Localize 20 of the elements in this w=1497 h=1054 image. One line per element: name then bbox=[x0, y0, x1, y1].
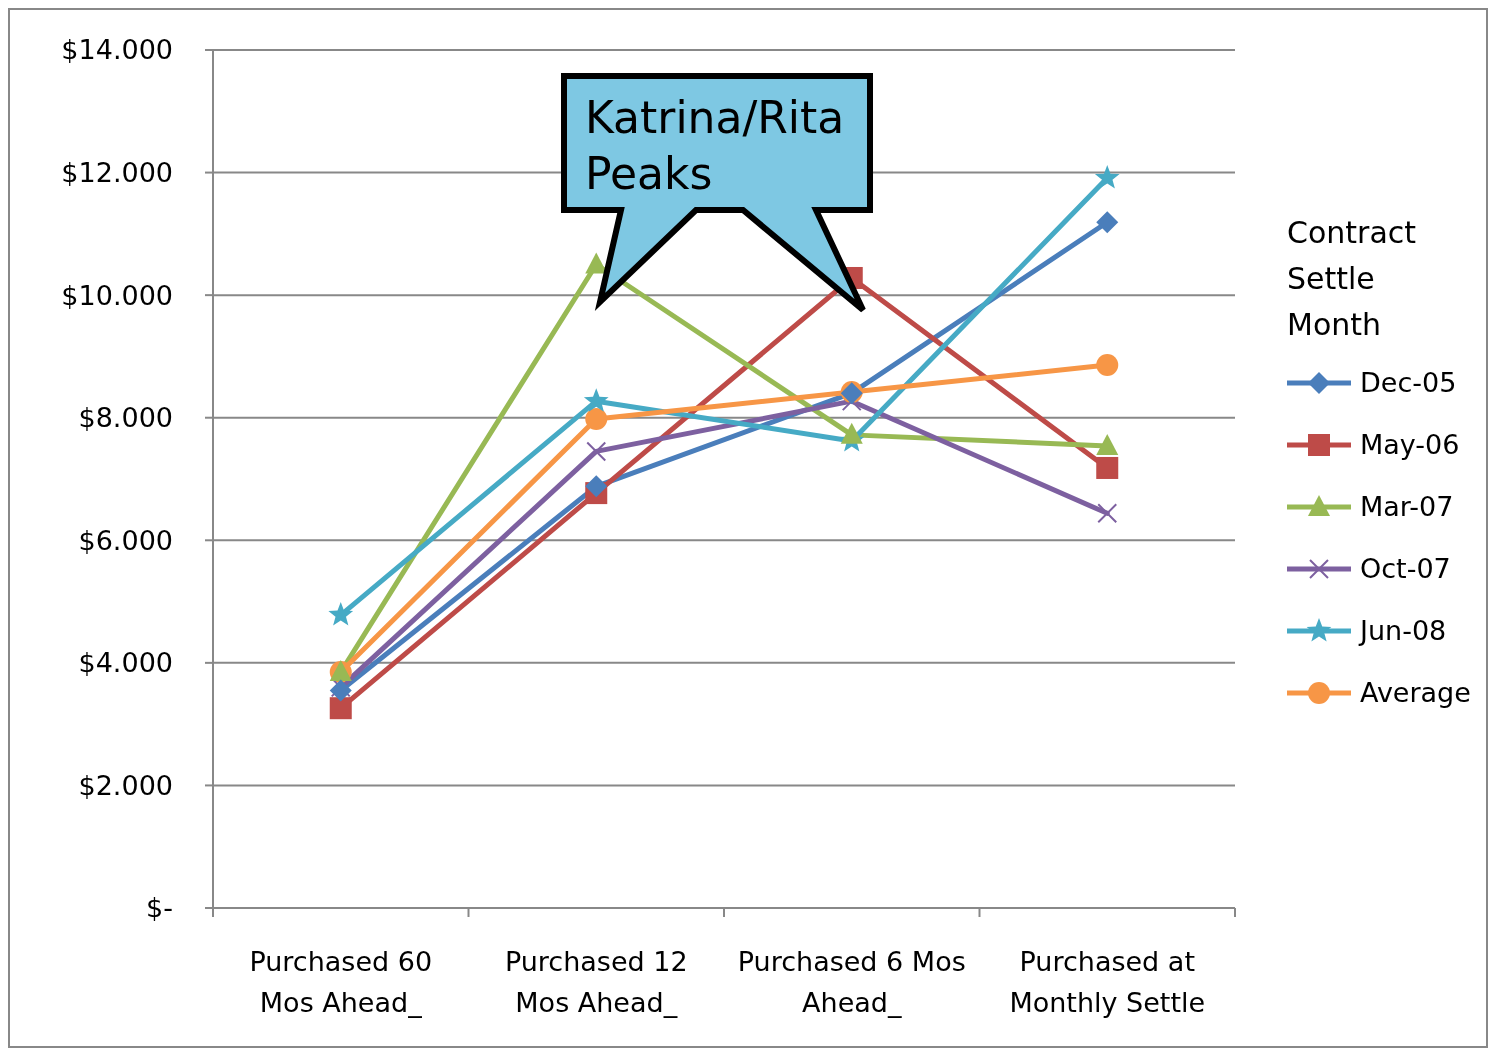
x-tick-label: Purchased 60 Mos Ahead_ bbox=[249, 946, 433, 1018]
x-tick-label: Purchased 6 Mos Ahead_ bbox=[737, 946, 966, 1018]
legend-label: Oct-07 bbox=[1360, 553, 1451, 585]
y-tick-label: $2.000 bbox=[78, 769, 173, 801]
y-tick-label: $- bbox=[146, 892, 173, 924]
legend-label: Dec-05 bbox=[1360, 367, 1457, 399]
legend-label: Mar-07 bbox=[1360, 491, 1454, 523]
legend-title: Contract Settle Month bbox=[1287, 215, 1417, 342]
legend-label: Jun-08 bbox=[1358, 615, 1447, 647]
y-tick-label: $14.000 bbox=[61, 34, 173, 66]
annotation: Katrina/Rita Peaks bbox=[585, 92, 845, 199]
x-tick-label: Purchased at Monthly Settle bbox=[1009, 946, 1206, 1018]
y-tick-label: $6.000 bbox=[78, 524, 173, 556]
x-tick-label: Purchased 12 Mos Ahead_ bbox=[504, 946, 688, 1018]
y-tick-label: $10.000 bbox=[61, 279, 173, 311]
legend-label: May-06 bbox=[1360, 429, 1460, 461]
y-tick-label: $12.000 bbox=[61, 157, 173, 189]
y-tick-label: $8.000 bbox=[78, 402, 173, 434]
legend-label: Average bbox=[1360, 677, 1471, 709]
y-tick-label: $4.000 bbox=[78, 647, 173, 679]
